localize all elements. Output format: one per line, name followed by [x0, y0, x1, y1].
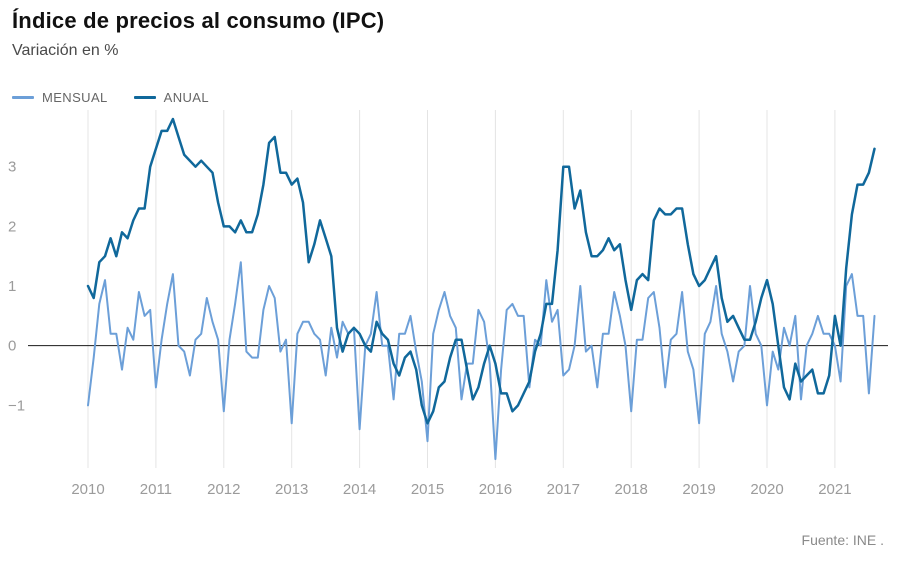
svg-text:2017: 2017 [547, 481, 580, 498]
svg-text:−1: −1 [8, 397, 25, 414]
chart-title: Índice de precios al consumo (IPC) [12, 8, 385, 33]
svg-text:2013: 2013 [275, 481, 308, 498]
svg-text:3: 3 [8, 159, 16, 176]
mensual-line-swatch-icon [12, 96, 34, 99]
anual-line-swatch-icon [133, 96, 156, 99]
chart-subtitle: Variación en % [12, 42, 119, 59]
chart-area: 2010 2011 2012 2013 2014 2015 2016 2017 2018 2019… [0, 106, 900, 510]
svg-text:2019: 2019 [682, 481, 715, 498]
svg-text:2014: 2014 [343, 481, 376, 498]
svg-text:2016: 2016 [479, 481, 512, 498]
svg-text:2020: 2020 [750, 481, 783, 498]
legend-label-anual: ANUAL [163, 90, 210, 105]
svg-text:1: 1 [8, 278, 16, 295]
svg-text:2010: 2010 [71, 481, 104, 498]
line-chart: 2010 2011 2012 2013 2014 2015 2016 2017 2018 2019… [8, 110, 888, 498]
legend-item-anual: ANUAL [133, 90, 210, 105]
svg-text:2011: 2011 [140, 481, 172, 498]
legend-label-mensual: MENSUAL [42, 90, 108, 105]
svg-text:2021: 2021 [818, 481, 851, 498]
legend-item-mensual: MENSUAL [12, 90, 108, 105]
svg-text:2018: 2018 [615, 481, 648, 498]
svg-text:2: 2 [8, 218, 16, 235]
svg-text:2015: 2015 [411, 481, 444, 498]
legend: MENSUAL ANUAL [12, 90, 209, 105]
svg-text:2012: 2012 [207, 481, 240, 498]
svg-text:0: 0 [8, 338, 16, 355]
source-note: Fuente: INE . [801, 532, 884, 548]
